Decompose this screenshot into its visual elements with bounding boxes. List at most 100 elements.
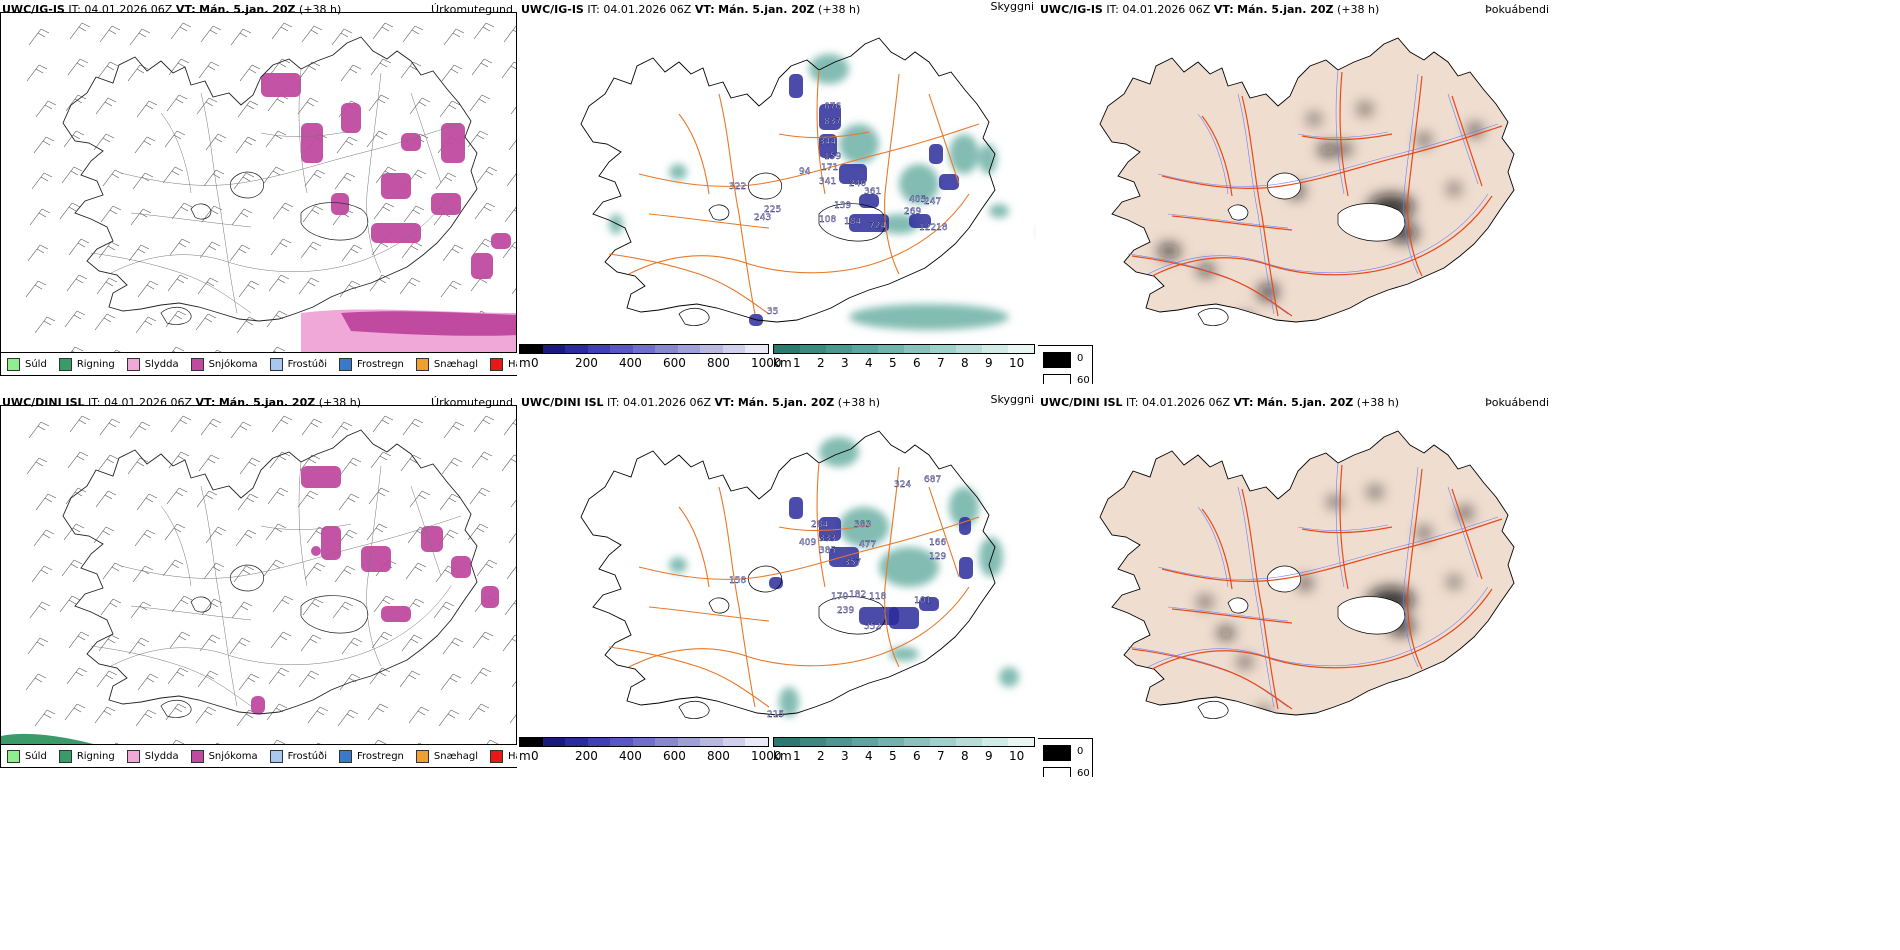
fog-index-panel: UWC/IG-IS IT: 04.01.2026 06Z VT: Mán. 5.… (1038, 0, 1573, 384)
legend-item: Slydda (126, 749, 179, 763)
snow-area (371, 223, 421, 243)
legend-item: Rigning (58, 357, 115, 371)
visibility-panel: UWC/DINI ISL IT: 04.01.2026 06Z VT: Mán.… (519, 393, 1036, 777)
visibility-label: 184 (844, 217, 861, 227)
legend-item: Snæhagl (415, 749, 478, 763)
colorbar-tick: 4 (865, 749, 873, 763)
low-visibility-km-area (669, 164, 687, 180)
panel-name: Skyggni (990, 393, 1034, 406)
panel-name: Skyggni (990, 0, 1034, 13)
legend-swatch (269, 749, 283, 763)
low-visibility-km-area (979, 144, 997, 174)
fog-map (1099, 430, 1515, 719)
visibility-label: 94 (799, 167, 811, 177)
visibility-label: 724 (869, 221, 886, 231)
legend-item: Snæhagl (415, 357, 478, 371)
visibility-label: 341 (819, 177, 836, 187)
snow-area (491, 233, 511, 249)
colorbar-tick: 200 (575, 356, 598, 370)
fog-area (1238, 314, 1252, 322)
visibility-label: 170 (831, 592, 848, 602)
low-visibility-km-area (989, 204, 1009, 218)
legend-item: Rigning (58, 749, 115, 763)
visibility-label: 215 (767, 710, 784, 720)
visibility-label: 383 (854, 520, 871, 530)
low-visibility-m-area (819, 134, 837, 158)
visibility-label: 687 (924, 475, 941, 485)
visibility-label: 108 (819, 215, 836, 225)
legend-swatch (269, 357, 283, 371)
visibility-m-colorbar: m 0 200 400 600 800 1000 (519, 737, 782, 769)
snow-area (441, 123, 465, 163)
snow-area (381, 606, 411, 622)
legend-swatch (339, 749, 352, 763)
low-visibility-km-area (839, 507, 889, 547)
snow-area (431, 193, 461, 215)
legend-item: Haglél (490, 749, 517, 763)
colorbar-tick: 800 (707, 356, 730, 370)
visibility-label: 159 (824, 152, 841, 162)
visibility-label: 405 (909, 195, 926, 205)
visibility-label: 101 (914, 596, 931, 606)
visibility-label: 118 (869, 592, 886, 602)
colorbar-tick: 5 (889, 749, 897, 763)
visibility-m-colorbar: m 0 200 400 600 800 1000 (519, 344, 782, 376)
visibility-label: 247 (924, 197, 941, 207)
panel-title: UWC/DINI ISL IT: 04.01.2026 06Z VT: Mán.… (521, 396, 880, 409)
visibility-label: 344 (819, 137, 836, 147)
colorbar-tick: 600 (663, 749, 686, 763)
panel-title: UWC/DINI ISL IT: 04.01.2026 06Z VT: Mán.… (1040, 396, 1399, 409)
low-visibility-km-area (849, 304, 1009, 330)
visibility-label: 284 (811, 520, 828, 530)
fog-area (1418, 527, 1430, 539)
visibility-label: 333 (819, 534, 836, 544)
colorbar-tick: 600 (663, 356, 686, 370)
snow-area (331, 193, 349, 215)
colorbar-tick: 6 (913, 356, 921, 370)
low-visibility-km-area (809, 54, 849, 84)
colorbar-tick: 8 (961, 356, 969, 370)
colorbar-tick: 10 (1009, 749, 1025, 763)
low-visibility-m-area (889, 607, 919, 629)
visibility-label: 12218 (919, 223, 948, 233)
fog-legend: 0 60 (1038, 345, 1093, 384)
low-visibility-m-area (839, 164, 867, 184)
visibility-label: 477 (859, 540, 876, 550)
low-visibility-m-area (959, 557, 973, 579)
precip-legend: Súld Rigning Slydda Snjókoma Frostúði Frostre… (0, 744, 517, 768)
precip-map (0, 12, 517, 374)
visibility-label: 357 (844, 558, 861, 568)
legend-item: Snjókoma (190, 749, 258, 763)
fog-area (1338, 144, 1352, 154)
colorbar-tick: 4 (865, 356, 873, 370)
legend-swatch (415, 357, 429, 371)
visibility-label: 243 (754, 213, 771, 223)
visibility-km-colorbar: km 1 2 3 4 5 6 7 8 9 10 (773, 344, 1035, 376)
colorbar-tick: 9 (985, 749, 993, 763)
visibility-label: 676 (824, 102, 841, 112)
legend-swatch (7, 357, 20, 371)
panel-name: Þokuábendi (1485, 396, 1549, 409)
precip-type-panel: UWC/DINI ISL IT: 04.01.2026 06Z VT: Mán.… (0, 393, 517, 771)
fog-area (1448, 184, 1460, 194)
legend-swatch (1043, 374, 1071, 384)
visibility-label: 269 (904, 207, 921, 217)
visibility-label: 361 (864, 187, 881, 197)
visibility-label: 166 (929, 538, 946, 548)
fog-area (1468, 124, 1482, 136)
colorbar-tick: 400 (619, 356, 642, 370)
legend-item: Súld (7, 357, 47, 371)
legend-item: Frostregn (339, 749, 404, 763)
snow-area (321, 526, 341, 560)
low-visibility-km-area (949, 487, 979, 527)
low-visibility-km-area (899, 164, 939, 204)
colorbar-tick: 1000 (751, 749, 782, 763)
fog-area (1318, 144, 1338, 156)
low-visibility-m-area (909, 214, 931, 228)
legend-swatch (7, 749, 20, 763)
fog-area (1368, 487, 1382, 497)
legend-swatch (1043, 767, 1071, 777)
snow-area (311, 546, 321, 556)
snow-area (451, 556, 471, 578)
colorbar-tick: 3 (841, 749, 849, 763)
